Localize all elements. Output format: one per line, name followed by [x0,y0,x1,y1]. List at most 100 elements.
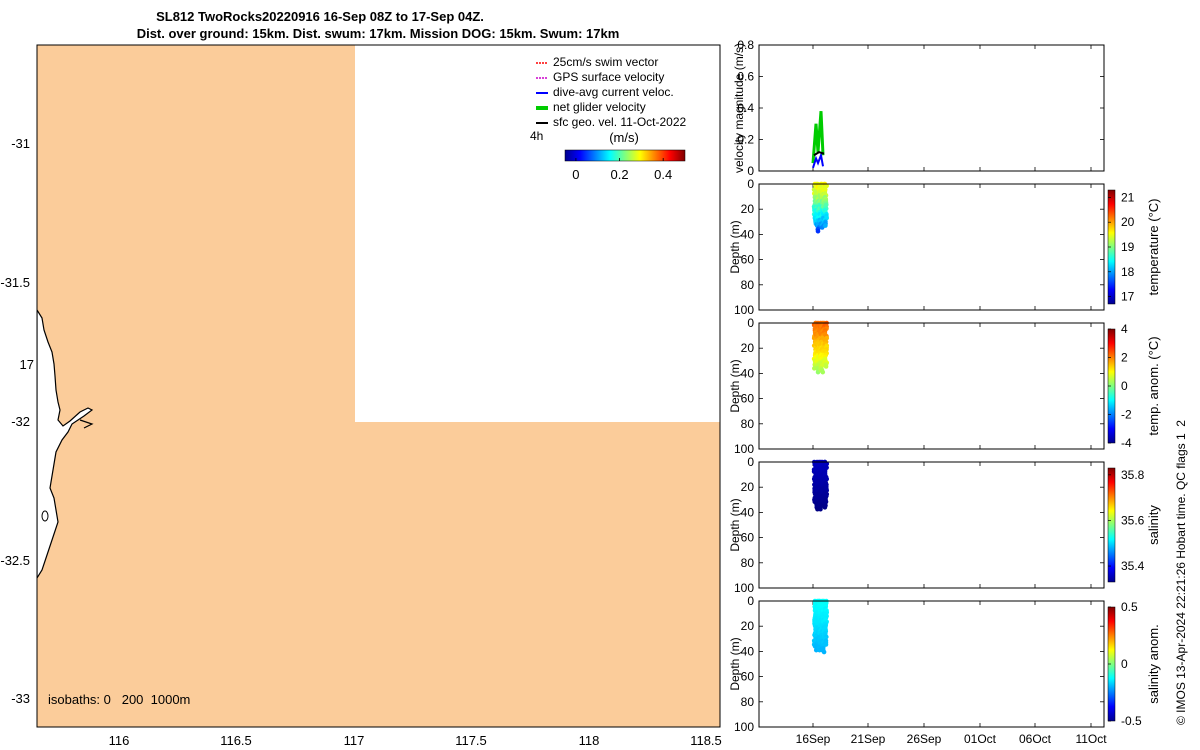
legend-label-net-glider: net glider velocity [553,100,646,114]
map-y-tick: -31.5 [0,275,30,290]
map-x-tick: 118 [579,733,600,748]
y-tick-label: 60 [741,670,755,684]
panel-colorbar-tick-label: 35.8 [1121,468,1145,482]
profile-point [820,369,826,375]
panel-colorbar [1107,467,1116,583]
y-tick-label: 0 [747,455,754,469]
panel-colorbar-tick-label: -2 [1121,408,1132,422]
y-tick-label: 40 [741,644,755,658]
panel-frame [758,44,1105,172]
y-tick-label: 80 [741,556,755,570]
legend-interval-label: 4h [530,129,543,143]
panel-ylabel: velocity magnitude (m/s) [732,43,746,173]
y-tick-label: 60 [741,253,755,267]
map-frame [36,44,721,728]
y-tick-label: 0.2 [737,133,754,147]
panel-colorbar-tick-label: 20 [1121,215,1135,229]
map-x-tick: 117.5 [455,733,487,748]
panel-colorbar-label: salinity anom. [1146,624,1161,703]
map-colorbar-tick-label: 0 [572,167,579,182]
panel-colorbar-label: temp. anom. (°C) [1146,336,1161,435]
profile-point [823,223,828,228]
y-tick-label: 0 [747,316,754,330]
map-y-tick: -32 [11,414,30,429]
map-colorbar [564,149,686,162]
panel-colorbar-tick-label: 21 [1121,190,1135,204]
profile-point [823,503,828,508]
figure-title-line1: SL812 TwoRocks20220916 16-Sep 08Z to 17-… [156,9,484,24]
map-colorbar-title: (m/s) [609,130,639,145]
map-x-tick-labels: 116 116.5 117 117.5 118 118.5 [109,733,722,748]
panel-colorbar-tick-label: 0 [1121,657,1128,671]
time-axis-tick-label: 26Sep [907,732,942,746]
y-tick-label: 0.4 [737,101,754,115]
y-tick-label: 60 [741,392,755,406]
y-tick-label: 100 [734,303,754,317]
legend-label-dive-avg: dive-avg current veloc. [553,85,674,99]
y-tick-label: 0 [747,164,754,178]
profile-point [815,228,821,234]
map-colorbar-tick-label: 0.2 [611,167,629,182]
y-tick-label: 100 [734,442,754,456]
panel-colorbar-tick-label: 2 [1121,351,1128,365]
y-tick-label: 20 [741,619,755,633]
y-tick-label: 20 [741,341,755,355]
y-tick-label: 0.6 [737,70,754,84]
panel-colorbar-tick-label: 18 [1121,265,1135,279]
y-tick-label: 0 [747,594,754,608]
panel-ylabel: Depth (m) [728,359,742,412]
map-y-tick: -31 [11,136,30,151]
y-tick-label: 100 [734,581,754,595]
panel-background [759,323,1104,449]
panel-colorbar-tick-label: 0 [1121,379,1128,393]
y-tick-label: 20 [741,202,755,216]
y-tick-label: 80 [741,278,755,292]
map-sea-area [37,45,720,727]
panel-colorbar-tick-label: -0.5 [1121,714,1142,728]
figure-title-line2: Dist. over ground: 15km. Dist. swum: 17k… [137,26,620,41]
profile-point [823,642,829,647]
map-colorbar-tick-group: 0 0.2 0.4 [572,158,672,182]
panel-colorbar-tick-label: 35.6 [1121,513,1145,527]
panel-colorbar-tick-label: -4 [1121,436,1132,450]
time-axis-tick-label: 06Oct [1019,732,1052,746]
panel-ylabel: Depth (m) [728,637,742,690]
y-tick-label: 80 [741,695,755,709]
map-x-tick: 116 [109,733,130,748]
copyright-side-label: © IMOS 13-Apr-2024 22:21:26 Hobart time.… [1174,420,1188,725]
map-y-tick: -32.5 [0,553,30,568]
panel-colorbar-tick-label: 17 [1121,290,1135,304]
map-island [41,510,49,522]
panel-ylabel: Depth (m) [728,220,742,273]
panel-colorbar-label: salinity [1146,505,1161,545]
map-legend: 25cm/s swim vector GPS surface velocity … [530,55,687,182]
panel-colorbar-tick-label: 35.4 [1121,559,1145,573]
map-colorbar-tick-label: 0.4 [654,167,672,182]
panel-ylabel: Depth (m) [728,498,742,551]
y-tick-label: 100 [734,720,754,734]
panel-colorbar-label: temperature (°C) [1146,199,1161,296]
time-axis-tick-label: 11Oct [1075,732,1107,746]
legend-label-swim-vector: 25cm/s swim vector [553,55,658,69]
series-sfc-geo-velocity [813,151,825,157]
series-dive-avg-current [812,151,824,169]
panel-frame [758,461,1105,589]
y-tick-label: 40 [741,227,755,241]
y-tick-label: 20 [741,480,755,494]
y-tick-label: 80 [741,417,755,431]
y-tick-label: 40 [741,366,755,380]
legend-label-sfc-geo: sfc geo. vel. 11-Oct-2022 [553,115,687,129]
y-tick-label: 0 [747,177,754,191]
panel-background [759,601,1104,727]
y-tick-label: 60 [741,531,755,545]
legend-label-gps: GPS surface velocity [553,70,664,84]
profile-point [821,649,827,655]
panel-4: 0 20 40 60 80 100 Depth (m) 0.5 0 -0.5 salinity an… [728,594,1161,734]
map-coastline-inlet [79,419,94,429]
map-y-tick-labels: -31 -31.5 -32 -32.5 -33 17 [0,136,34,706]
panel-background [759,184,1104,310]
panel-frame [758,183,1105,311]
